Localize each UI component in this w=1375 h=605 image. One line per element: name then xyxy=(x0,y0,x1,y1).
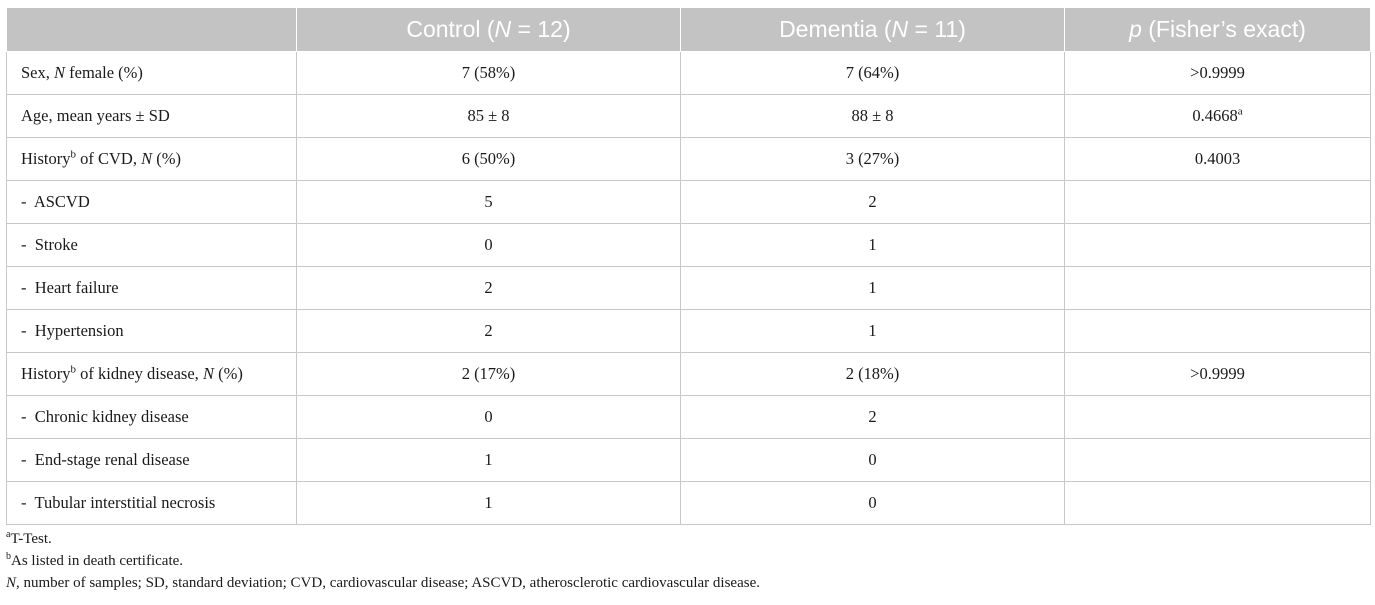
control-value: 85 ± 8 xyxy=(296,94,681,138)
table-row: - End-stage renal disease 1 0 xyxy=(6,438,1371,482)
dementia-value: 88 ± 8 xyxy=(680,94,1065,138)
p-value xyxy=(1064,481,1371,525)
dementia-value: 7 (64%) xyxy=(680,51,1065,95)
control-value: 1 xyxy=(296,438,681,482)
footnote-a: aT-Test. xyxy=(6,529,52,548)
table-row: - ASCVD 5 2 xyxy=(6,180,1371,224)
row-label: - ASCVD xyxy=(6,180,297,224)
row-label: - Chronic kidney disease xyxy=(6,395,297,439)
header-empty xyxy=(6,7,297,52)
control-value: 2 xyxy=(296,309,681,353)
table-row: Historyb of CVD, N (%) 6 (50%) 3 (27%) 0… xyxy=(6,137,1371,181)
row-label: - Heart failure xyxy=(6,266,297,310)
footnote-b: bAs listed in death certificate. xyxy=(6,551,184,570)
table-row: - Chronic kidney disease 0 2 xyxy=(6,395,1371,439)
footnote-marker: b xyxy=(70,363,77,376)
p-value: >0.9999 xyxy=(1064,352,1371,396)
demographics-table: Control (N = 12) Dementia (N = 11) p (Fi… xyxy=(6,7,1371,525)
table-row: - Hypertension 2 1 xyxy=(6,309,1371,353)
p-value xyxy=(1064,180,1371,224)
dementia-value: 1 xyxy=(680,223,1065,267)
control-value: 1 xyxy=(296,481,681,525)
table-row: Historyb of kidney disease, N (%) 2 (17%… xyxy=(6,352,1371,396)
p-value xyxy=(1064,438,1371,482)
table-row: Sex, N female (%) 7 (58%) 7 (64%) >0.999… xyxy=(6,51,1371,95)
control-value: 0 xyxy=(296,223,681,267)
p-value xyxy=(1064,266,1371,310)
row-label: Age, mean years ± SD xyxy=(6,94,297,138)
control-value: 5 xyxy=(296,180,681,224)
p-value xyxy=(1064,309,1371,353)
footnote-marker: a xyxy=(1237,105,1243,118)
row-label: - Tubular interstitial necrosis xyxy=(6,481,297,525)
table-container: Control (N = 12) Dementia (N = 11) p (Fi… xyxy=(6,7,1371,525)
row-label: Historyb of kidney disease, N (%) xyxy=(6,352,297,396)
row-label: Historyb of CVD, N (%) xyxy=(6,137,297,181)
table-row: Age, mean years ± SD 85 ± 8 88 ± 8 0.466… xyxy=(6,94,1371,138)
p-value xyxy=(1064,223,1371,267)
control-value: 2 xyxy=(296,266,681,310)
dementia-value: 1 xyxy=(680,309,1065,353)
row-label: - End-stage renal disease xyxy=(6,438,297,482)
table-footnotes: aT-Test. bAs listed in death certificate… xyxy=(6,528,760,594)
header-dementia: Dementia (N = 11) xyxy=(680,7,1065,52)
header-p-value: p (Fisher’s exact) xyxy=(1064,7,1371,52)
dementia-value: 2 xyxy=(680,180,1065,224)
table-row: - Stroke 0 1 xyxy=(6,223,1371,267)
control-value: 2 (17%) xyxy=(296,352,681,396)
p-value: 0.4003 xyxy=(1064,137,1371,181)
control-value: 7 (58%) xyxy=(296,51,681,95)
row-label: - Stroke xyxy=(6,223,297,267)
dementia-value: 2 xyxy=(680,395,1065,439)
p-value xyxy=(1064,395,1371,439)
row-label: Sex, N female (%) xyxy=(6,51,297,95)
dementia-value: 0 xyxy=(680,438,1065,482)
header-control: Control (N = 12) xyxy=(296,7,681,52)
dementia-value: 3 (27%) xyxy=(680,137,1065,181)
control-value: 6 (50%) xyxy=(296,137,681,181)
dementia-value: 1 xyxy=(680,266,1065,310)
footnote-marker: b xyxy=(70,148,77,161)
p-value: >0.9999 xyxy=(1064,51,1371,95)
control-value: 0 xyxy=(296,395,681,439)
dementia-value: 2 (18%) xyxy=(680,352,1065,396)
table-row: - Heart failure 2 1 xyxy=(6,266,1371,310)
table-row: - Tubular interstitial necrosis 1 0 xyxy=(6,481,1371,525)
row-label: - Hypertension xyxy=(6,309,297,353)
p-value: 0.4668a xyxy=(1064,94,1371,138)
table-header-row: Control (N = 12) Dementia (N = 11) p (Fi… xyxy=(6,7,1371,52)
footnote-abbreviations: N, number of samples; SD, standard devia… xyxy=(6,575,760,591)
dementia-value: 0 xyxy=(680,481,1065,525)
